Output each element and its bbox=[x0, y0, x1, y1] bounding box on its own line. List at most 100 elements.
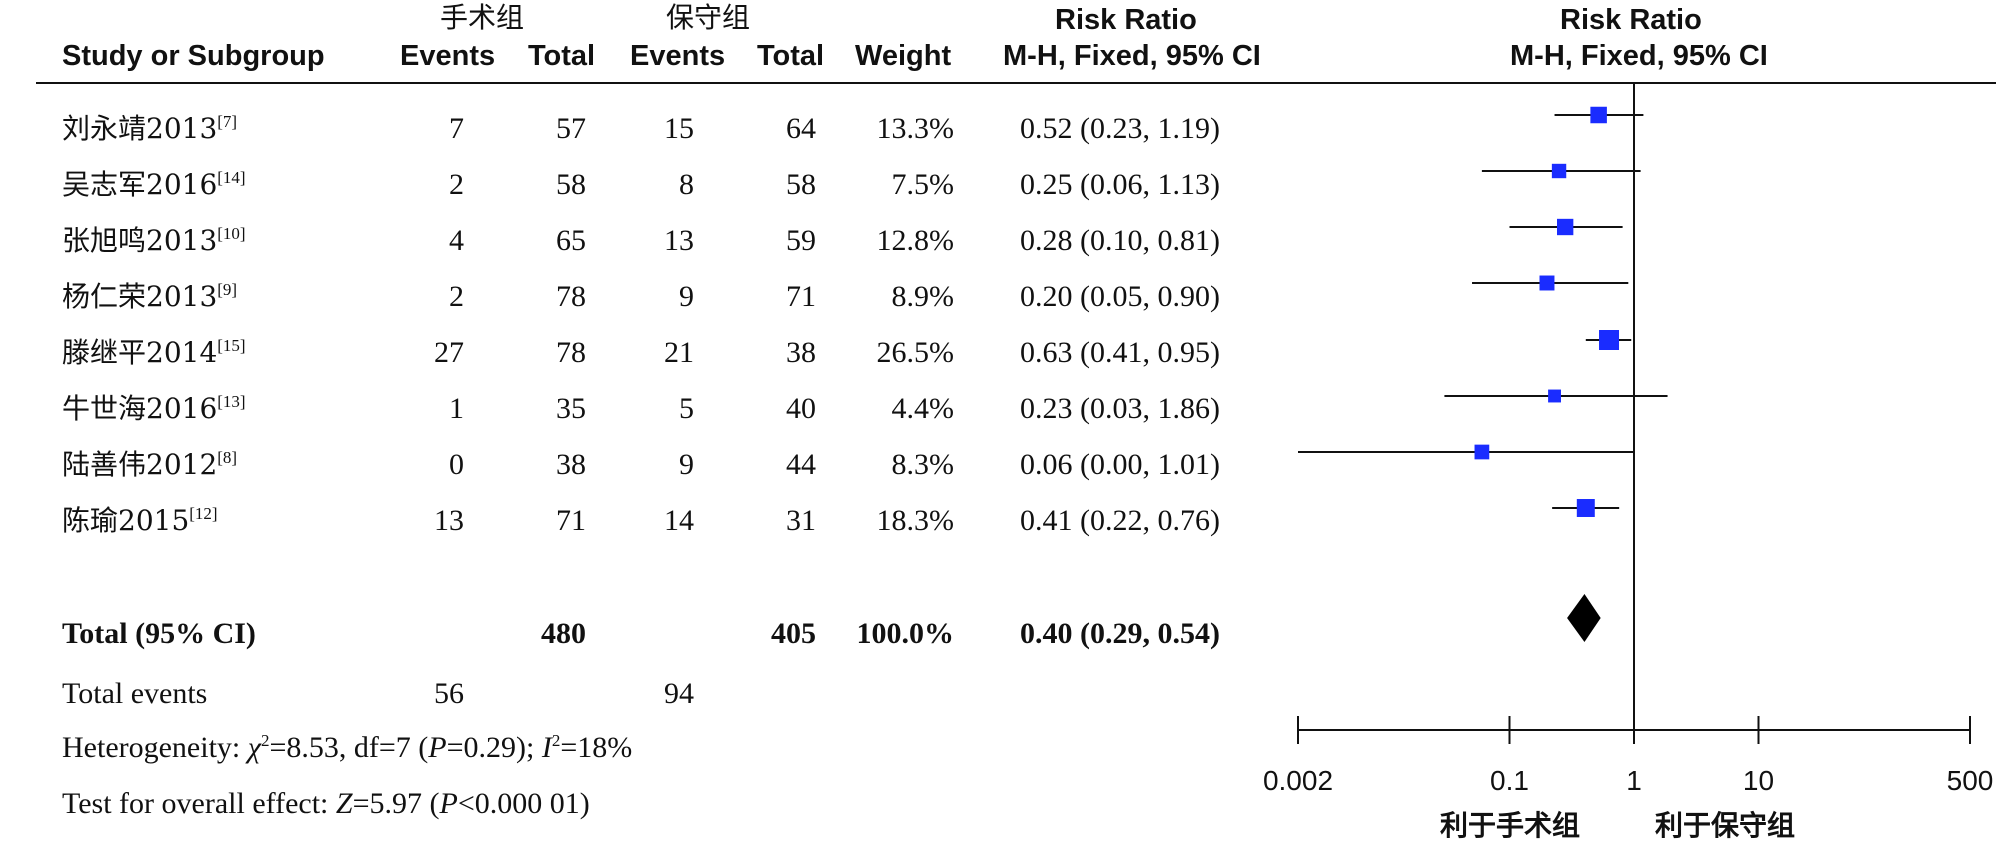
events1-cell: 27 bbox=[434, 336, 464, 369]
events1-cell: 4 bbox=[449, 224, 464, 257]
events2-cell: 5 bbox=[679, 392, 694, 425]
x-tick-label: 0.1 bbox=[1490, 765, 1529, 796]
favors-right-label: 利于保守组 bbox=[1655, 809, 1796, 842]
study-name: 滕继平2014[15] bbox=[62, 336, 246, 369]
study-name: 刘永靖2013[7] bbox=[62, 112, 238, 145]
total-label: Total (95% CI) bbox=[62, 617, 256, 650]
study-marker bbox=[1576, 499, 1595, 517]
events2-cell: 15 bbox=[664, 112, 694, 145]
total1-cell: 78 bbox=[556, 336, 586, 369]
weight-cell: 13.3% bbox=[876, 112, 955, 145]
total-ci: 0.40 (0.29, 0.54) bbox=[1020, 617, 1220, 650]
weight-cell: 7.5% bbox=[891, 168, 955, 201]
plot-method-header: M-H, Fixed, 95% CI bbox=[1510, 40, 1768, 72]
x-tick-label: 1 bbox=[1626, 765, 1642, 796]
z-symbol: Z bbox=[335, 787, 353, 820]
total1-cell: 71 bbox=[556, 504, 586, 537]
total-n2: 405 bbox=[771, 617, 816, 650]
study-marker bbox=[1557, 218, 1574, 236]
total-weight: 100.0% bbox=[856, 617, 955, 650]
group2-header: 保守组 bbox=[666, 1, 751, 34]
total2-cell: 44 bbox=[786, 448, 816, 481]
total1-cell: 78 bbox=[556, 280, 586, 313]
ci-cell: 0.25 (0.06, 1.13) bbox=[1020, 168, 1220, 201]
events2-cell: 9 bbox=[679, 280, 694, 313]
study-marker bbox=[1590, 106, 1607, 124]
header-rule bbox=[36, 82, 1996, 84]
study-reference: [10] bbox=[217, 224, 246, 243]
events2-cell: 21 bbox=[664, 336, 694, 369]
total1-header: Total bbox=[528, 40, 596, 72]
study-marker bbox=[1551, 163, 1567, 179]
ci-cell: 0.41 (0.22, 0.76) bbox=[1020, 504, 1220, 537]
p-symbol: P bbox=[428, 731, 447, 764]
total2-header: Total bbox=[757, 40, 825, 72]
p-value: =0.29); bbox=[446, 731, 542, 764]
weight-cell: 8.9% bbox=[891, 280, 955, 313]
x-tick-label: 10 bbox=[1743, 765, 1774, 796]
study-name: 牛世海2016[13] bbox=[62, 392, 246, 425]
weight-cell: 8.3% bbox=[891, 448, 955, 481]
weight-cell: 18.3% bbox=[876, 504, 955, 537]
events2-header: Events bbox=[630, 40, 726, 72]
risk-ratio-header: Risk Ratio bbox=[1055, 4, 1197, 36]
events2-cell: 9 bbox=[679, 448, 694, 481]
study-reference: [15] bbox=[217, 336, 246, 355]
ci-cell: 0.28 (0.10, 0.81) bbox=[1020, 224, 1220, 257]
study-name: 陆善伟2012[8] bbox=[62, 449, 237, 480]
events2-cell: 13 bbox=[664, 224, 694, 257]
study-reference: [7] bbox=[217, 112, 238, 131]
study-reference: [13] bbox=[217, 392, 246, 411]
favors-left-label: 利于手术组 bbox=[1440, 809, 1581, 842]
z-value: =5.97 ( bbox=[352, 787, 440, 820]
ci-cell: 0.52 (0.23, 1.19) bbox=[1020, 112, 1220, 145]
study-name-text: 张旭鸣2013 bbox=[62, 224, 218, 257]
study-name-text: 杨仁荣2013 bbox=[62, 280, 218, 313]
weight-header: Weight bbox=[855, 40, 952, 72]
total-events-label: Total events bbox=[62, 677, 208, 710]
heterogeneity-prefix: Heterogeneity: bbox=[62, 731, 248, 764]
total2-cell: 38 bbox=[786, 336, 816, 369]
total-events-e2: 94 bbox=[664, 677, 694, 710]
ci-cell: 0.23 (0.03, 1.86) bbox=[1020, 392, 1220, 425]
i-symbol: I bbox=[541, 731, 552, 764]
heterogeneity-text: Heterogeneity: χ2=8.53, df=7 (P=0.29); I… bbox=[62, 731, 633, 764]
study-name: 张旭鸣2013[10] bbox=[62, 224, 246, 257]
events1-cell: 13 bbox=[434, 504, 464, 537]
total2-cell: 59 bbox=[786, 224, 816, 257]
study-reference: [9] bbox=[217, 280, 238, 299]
study-reference: [14] bbox=[217, 168, 246, 187]
events1-cell: 1 bbox=[449, 392, 464, 425]
total1-cell: 58 bbox=[556, 168, 586, 201]
study-name-text: 滕继平2014 bbox=[62, 336, 218, 369]
events1-cell: 2 bbox=[449, 280, 464, 313]
events1-cell: 2 bbox=[449, 168, 464, 201]
study-name: 杨仁荣2013[9] bbox=[62, 280, 238, 313]
group1-header: 手术组 bbox=[440, 1, 525, 34]
study-name-text: 陈瑜2015 bbox=[62, 504, 190, 537]
study-name-text: 刘永靖2013 bbox=[62, 112, 218, 145]
study-name-text: 吴志军2016 bbox=[62, 168, 218, 201]
study-name-text: 牛世海2016 bbox=[62, 392, 218, 425]
events1-cell: 7 bbox=[449, 112, 464, 145]
total2-cell: 58 bbox=[786, 168, 816, 201]
total2-cell: 71 bbox=[786, 280, 816, 313]
overall-effect-text: Test for overall effect: Z=5.97 (P<0.000… bbox=[62, 789, 590, 819]
weight-cell: 4.4% bbox=[891, 392, 955, 425]
x-tick-label: 0.002 bbox=[1263, 765, 1333, 796]
weight-cell: 26.5% bbox=[876, 336, 955, 369]
total1-cell: 35 bbox=[556, 392, 586, 425]
ci-cell: 0.63 (0.41, 0.95) bbox=[1020, 336, 1220, 369]
total-n1: 480 bbox=[541, 617, 586, 650]
overall-p-value: <0.000 01) bbox=[457, 787, 590, 820]
events1-header: Events bbox=[400, 40, 496, 72]
study-name: 吴志军2016[14] bbox=[62, 168, 246, 201]
total1-cell: 57 bbox=[556, 112, 586, 145]
study-marker bbox=[1539, 275, 1555, 291]
total1-cell: 38 bbox=[556, 448, 586, 481]
total-diamond bbox=[1567, 594, 1601, 642]
weight-cell: 12.8% bbox=[876, 224, 955, 257]
x-tick-label: 500 bbox=[1947, 765, 1994, 796]
study-marker bbox=[1599, 330, 1620, 350]
